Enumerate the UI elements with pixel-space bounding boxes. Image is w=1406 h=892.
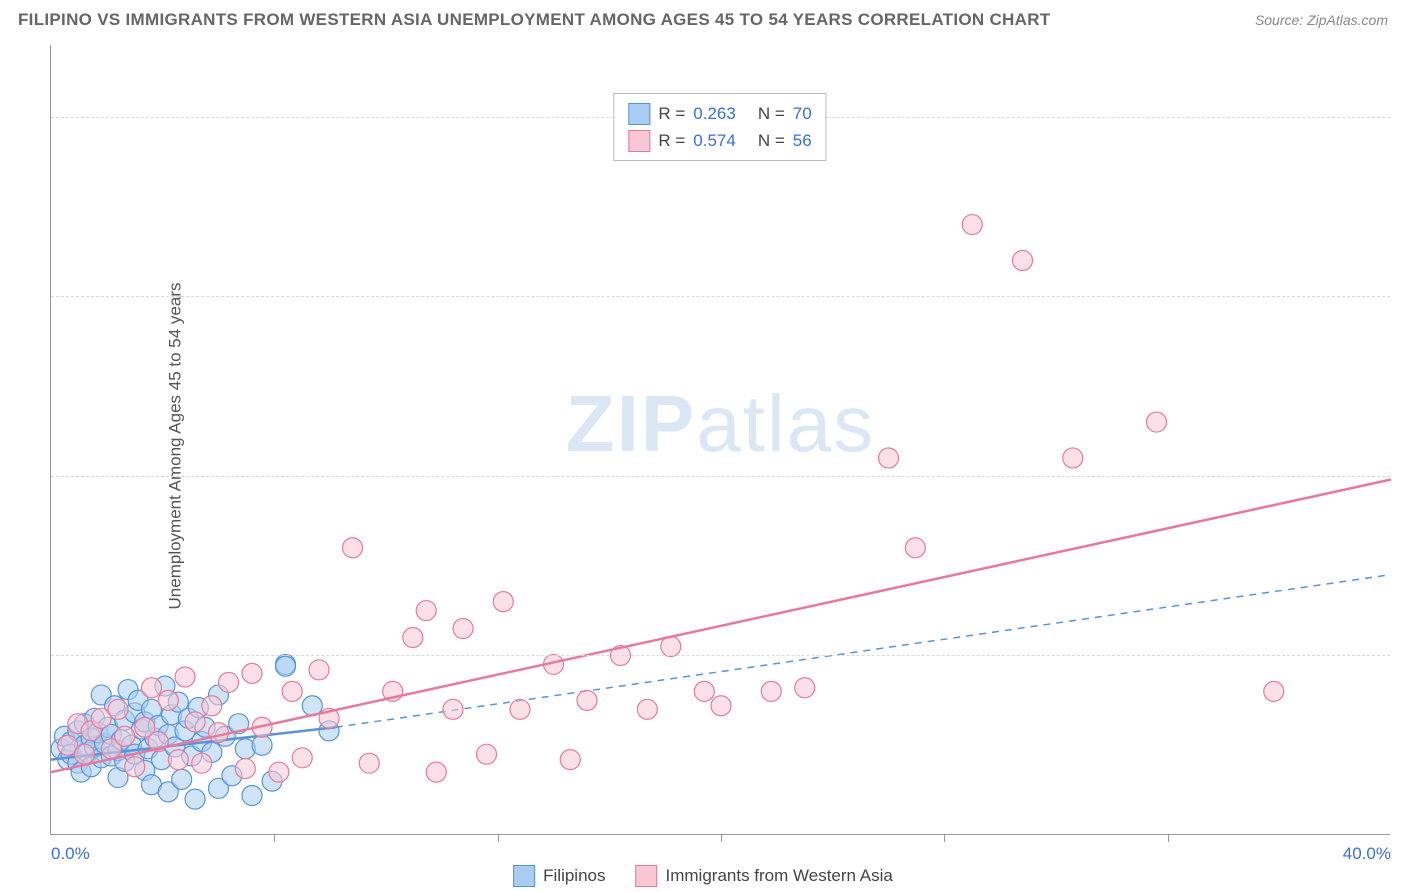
chart-title: FILIPINO VS IMMIGRANTS FROM WESTERN ASIA… <box>18 10 1050 30</box>
y-tick-label: 40.0% <box>1400 107 1406 127</box>
data-point <box>879 448 899 468</box>
data-point <box>172 769 192 789</box>
data-point <box>1063 448 1083 468</box>
r-value: 0.263 <box>693 100 736 127</box>
data-point <box>694 681 714 701</box>
data-point <box>242 786 262 806</box>
series-legend-item: Filipinos <box>513 865 605 887</box>
trend-line <box>51 480 1391 773</box>
data-point <box>115 726 135 746</box>
data-point <box>158 690 178 710</box>
x-minor-tick <box>274 834 275 842</box>
y-tick-label: 10.0% <box>1400 645 1406 665</box>
data-point <box>905 538 925 558</box>
correlation-legend-row: R = 0.574 N = 56 <box>628 127 811 154</box>
chart-area: ZIPatlas 10.0%20.0%30.0%40.0%0.0%40.0% R… <box>50 45 1390 835</box>
series-legend-label: Filipinos <box>543 866 605 886</box>
data-point <box>761 681 781 701</box>
data-point <box>343 538 363 558</box>
scatter-plot-svg <box>51 45 1390 834</box>
data-point <box>185 789 205 809</box>
data-point <box>443 699 463 719</box>
series-legend-item: Immigrants from Western Asia <box>636 865 893 887</box>
data-point <box>416 601 436 621</box>
series-legend-label: Immigrants from Western Asia <box>666 866 893 886</box>
data-point <box>219 672 239 692</box>
data-point <box>795 678 815 698</box>
data-point <box>282 681 302 701</box>
y-tick-label: 30.0% <box>1400 286 1406 306</box>
data-point <box>192 753 212 773</box>
n-label: N = <box>758 100 785 127</box>
data-point <box>202 696 222 716</box>
plot-box: ZIPatlas 10.0%20.0%30.0%40.0%0.0%40.0% <box>50 45 1390 835</box>
correlation-legend: R = 0.263 N = 70 R = 0.574 N = 56 <box>613 93 826 161</box>
data-point <box>235 759 255 779</box>
data-point <box>403 628 423 648</box>
data-point <box>493 592 513 612</box>
data-point <box>142 678 162 698</box>
data-point <box>426 762 446 782</box>
legend-swatch <box>513 865 535 887</box>
data-point <box>75 744 95 764</box>
data-point <box>252 735 272 755</box>
gridline-h <box>51 476 1390 477</box>
r-label: R = <box>658 127 685 154</box>
data-point <box>359 753 379 773</box>
source-attribution: Source: ZipAtlas.com <box>1255 12 1388 28</box>
series-legend: Filipinos Immigrants from Western Asia <box>513 865 893 887</box>
data-point <box>510 699 530 719</box>
data-point <box>453 619 473 639</box>
data-point <box>577 690 597 710</box>
data-point <box>269 762 289 782</box>
data-point <box>242 663 262 683</box>
x-minor-tick <box>944 834 945 842</box>
data-point <box>168 750 188 770</box>
legend-swatch <box>636 865 658 887</box>
data-point <box>560 750 580 770</box>
data-point <box>292 748 312 768</box>
n-value: 70 <box>793 100 812 127</box>
legend-swatch <box>628 103 650 125</box>
r-label: R = <box>658 100 685 127</box>
x-minor-tick <box>1168 834 1169 842</box>
data-point <box>276 656 296 676</box>
data-point <box>185 712 205 732</box>
x-tick-label: 0.0% <box>51 844 90 864</box>
data-point <box>477 744 497 764</box>
y-tick-label: 20.0% <box>1400 466 1406 486</box>
n-value: 56 <box>793 127 812 154</box>
x-tick-label: 40.0% <box>1343 844 1391 864</box>
data-point <box>711 696 731 716</box>
correlation-legend-row: R = 0.263 N = 70 <box>628 100 811 127</box>
gridline-h <box>51 296 1390 297</box>
data-point <box>637 699 657 719</box>
r-value: 0.574 <box>693 127 736 154</box>
data-point <box>125 757 145 777</box>
data-point <box>1147 412 1167 432</box>
data-point <box>1013 250 1033 270</box>
x-minor-tick <box>498 834 499 842</box>
x-minor-tick <box>721 834 722 842</box>
data-point <box>175 667 195 687</box>
n-label: N = <box>758 127 785 154</box>
legend-swatch <box>628 130 650 152</box>
data-point <box>309 660 329 680</box>
gridline-h <box>51 655 1390 656</box>
data-point <box>962 215 982 235</box>
data-point <box>108 699 128 719</box>
data-point <box>1264 681 1284 701</box>
data-point <box>209 723 229 743</box>
